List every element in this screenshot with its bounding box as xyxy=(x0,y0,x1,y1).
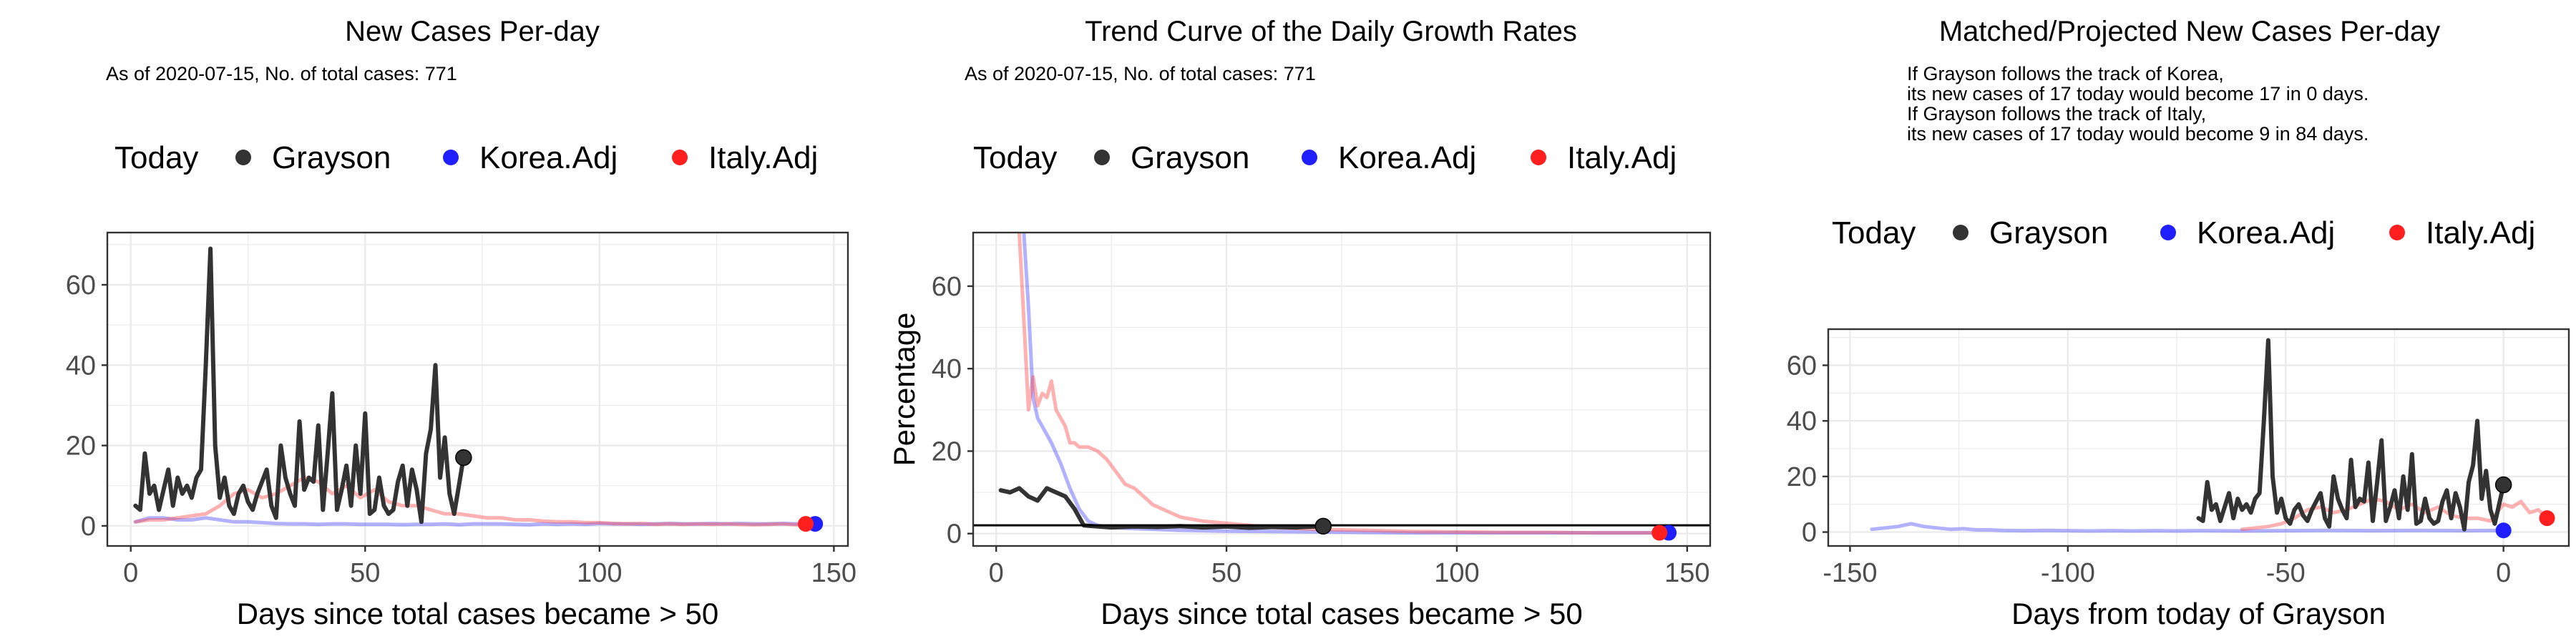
legend-key-korea-adj xyxy=(443,150,459,165)
chart-svg: New Cases Per-day As of 2020-07-15, No. o… xyxy=(66,16,857,630)
chart-daily-growth-rates: Trend Curve of the Daily Growth Rates As … xyxy=(859,0,1717,644)
legend: Today Grayson Korea.Adj Italy.Adj xyxy=(114,140,818,175)
chart-subtitle: its new cases of 17 today would become 9… xyxy=(1907,123,2368,145)
chart-subtitle: As of 2020-07-15, No. of total cases: 77… xyxy=(106,63,457,84)
legend-label: Italy.Adj xyxy=(708,140,818,175)
series-line-italy-adj xyxy=(133,476,808,527)
y-tick-label: 60 xyxy=(932,272,962,302)
y-tick-label: 60 xyxy=(1787,351,1817,381)
legend-key-korea-adj xyxy=(2160,225,2176,240)
legend-title: Today xyxy=(973,140,1057,175)
legend-title: Today xyxy=(114,140,198,175)
chart-subtitle: If Grayson follows the track of Korea, xyxy=(1907,63,2224,84)
y-tick-label: 60 xyxy=(66,270,96,301)
x-tick-label: 100 xyxy=(577,558,622,588)
legend-key-grayson xyxy=(1094,150,1110,165)
series-line-grayson xyxy=(133,246,466,525)
series-group xyxy=(133,246,824,532)
legend-label: Grayson xyxy=(1131,140,1249,175)
plot-frame xyxy=(972,231,1712,547)
series-line-italy-adj xyxy=(1017,233,1662,535)
x-tick-label: 0 xyxy=(2496,558,2511,588)
legend-key-italy-adj xyxy=(672,150,688,165)
y-tick-label: 0 xyxy=(1802,518,1817,548)
y-tick-label: 40 xyxy=(66,351,96,381)
today-point-grayson xyxy=(455,449,472,467)
y-tick-label: 0 xyxy=(81,512,96,542)
chart-svg: Trend Curve of the Daily Growth Rates As … xyxy=(887,16,1712,630)
x-axis-label: Days from today of Grayson xyxy=(2011,597,2386,630)
x-tick-label: 50 xyxy=(1211,558,1241,588)
series-group xyxy=(1870,338,2555,539)
x-tick-label: 100 xyxy=(1434,558,1479,588)
x-tick-label: -150 xyxy=(1823,558,1877,588)
legend-label: Korea.Adj xyxy=(2197,215,2335,250)
series-line-korea-adj xyxy=(133,516,817,527)
y-tick-label: 40 xyxy=(932,354,962,384)
today-point-italy-adj xyxy=(798,516,814,532)
series-group xyxy=(973,233,1710,541)
chart-title: New Cases Per-day xyxy=(345,16,600,47)
chart-subtitle: As of 2020-07-15, No. of total cases: 77… xyxy=(965,63,1316,84)
y-tick-label: 0 xyxy=(947,519,962,550)
legend-key-italy-adj xyxy=(1531,150,1546,165)
x-tick-label: 150 xyxy=(811,558,857,588)
series-line-korea-adj xyxy=(1022,233,1671,535)
legend-title: Today xyxy=(1832,215,1916,250)
chart-subtitle: its new cases of 17 today would become 1… xyxy=(1907,83,2368,104)
chart-title: Trend Curve of the Daily Growth Rates xyxy=(1085,16,1577,47)
grid xyxy=(107,233,848,546)
legend-key-grayson xyxy=(1953,225,1968,240)
chart-matched-projected: Matched/Projected New Cases Per-day If Gr… xyxy=(1717,0,2576,644)
y-tick-label: 40 xyxy=(1787,406,1817,436)
x-tick-label: 50 xyxy=(350,558,380,588)
series-line-grayson xyxy=(2196,338,2506,532)
x-tick-label: 0 xyxy=(123,558,138,588)
today-point-grayson xyxy=(2494,476,2512,494)
chart-svg: Matched/Projected New Cases Per-day If Gr… xyxy=(1787,16,2570,630)
x-tick-label: 150 xyxy=(1664,558,1709,588)
legend-key-italy-adj xyxy=(2389,225,2405,240)
legend: Today Grayson Korea.Adj Italy.Adj xyxy=(1832,215,2535,250)
chart-subtitle: If Grayson follows the track of Italy, xyxy=(1907,103,2206,125)
grid xyxy=(973,233,1710,546)
today-point-italy-adj xyxy=(2539,510,2555,527)
today-point-italy-adj xyxy=(1652,525,1668,541)
x-axis-label: Days since total cases became > 50 xyxy=(1101,597,1583,630)
plot-frame xyxy=(1827,328,2570,547)
y-tick-label: 20 xyxy=(932,436,962,467)
legend-label: Korea.Adj xyxy=(1338,140,1476,175)
x-tick-label: -50 xyxy=(2266,558,2306,588)
y-tick-label: 20 xyxy=(66,431,96,462)
legend-label: Italy.Adj xyxy=(1567,140,1677,175)
y-axis-label: Percentage xyxy=(887,313,921,467)
legend-label: Italy.Adj xyxy=(2426,215,2535,250)
chart-new-cases-per-day: New Cases Per-day As of 2020-07-15, No. o… xyxy=(0,0,859,644)
today-point-grayson xyxy=(1314,517,1332,535)
plot-frame xyxy=(106,231,849,547)
x-axis-label: Days since total cases became > 50 xyxy=(237,597,719,630)
grid xyxy=(1828,329,2569,546)
x-tick-label: 0 xyxy=(989,558,1004,588)
legend-key-korea-adj xyxy=(1302,150,1317,165)
legend-label: Grayson xyxy=(272,140,391,175)
y-tick-label: 20 xyxy=(1787,462,1817,492)
legend-label: Grayson xyxy=(1989,215,2108,250)
x-tick-label: -100 xyxy=(2041,558,2095,588)
today-point-korea-adj xyxy=(2495,522,2512,539)
legend-label: Korea.Adj xyxy=(479,140,618,175)
series-line-korea-adj xyxy=(1870,522,2506,533)
legend-key-grayson xyxy=(235,150,251,165)
chart-title: Matched/Projected New Cases Per-day xyxy=(1939,16,2440,47)
legend: Today Grayson Korea.Adj Italy.Adj xyxy=(973,140,1677,175)
